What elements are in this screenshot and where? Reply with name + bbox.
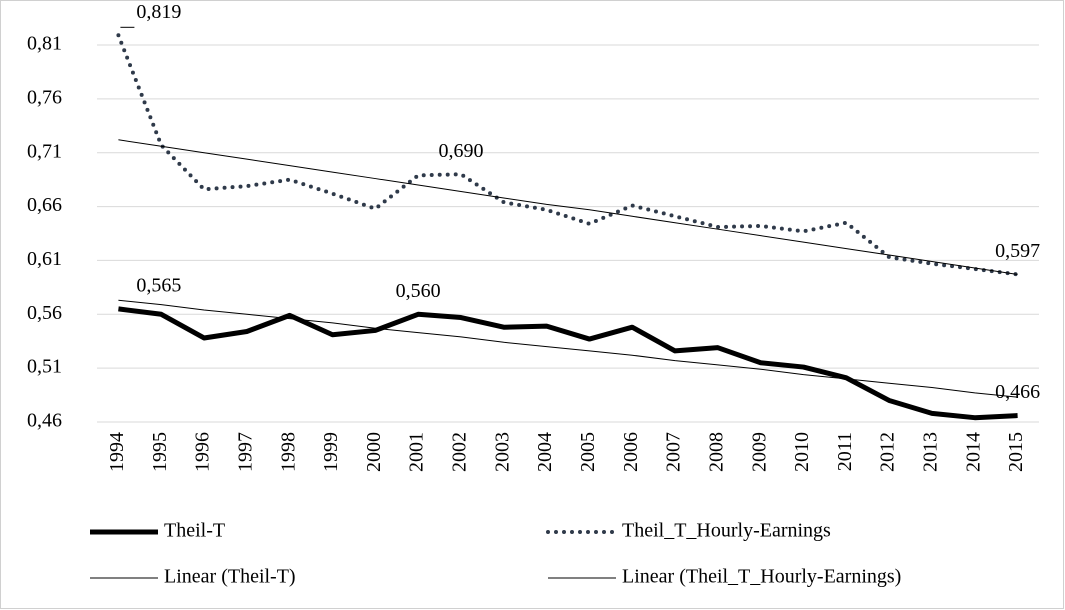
series-line [118,299,1018,398]
x-tick-label: 2014 [962,432,984,472]
legend-label: Linear (Theil-T) [164,566,296,588]
x-tick-label: 2007 [663,432,685,472]
x-tick-label: 2013 [920,432,942,472]
x-tick-label: 1995 [149,432,171,472]
x-tick-label: 2010 [791,432,813,472]
x-tick-label: 2015 [1005,432,1027,472]
x-tick-label: 2011 [834,432,856,471]
y-tick-label: 0,61 [27,248,62,270]
data-label: 0,565 [136,274,181,296]
y-tick-label: 0,81 [27,33,62,55]
x-tick-label: 2000 [363,432,385,472]
series-line [118,139,1018,275]
legend-label: Theil-T [164,520,225,542]
y-tick-label: 0,56 [27,302,62,324]
data-label: 0,560 [396,280,441,302]
y-tick-label: 0,51 [27,356,62,378]
x-tick-label: 1998 [277,432,299,472]
y-tick-label: 0,46 [27,410,62,432]
x-tick-label: 2009 [748,432,770,472]
y-tick-label: 0,66 [27,194,62,216]
y-tick-label: 0,76 [27,86,62,108]
data-label: 0,690 [438,140,483,162]
x-tick-label: 2006 [620,432,642,472]
x-tick-label: 2001 [406,432,428,472]
data-label: 0,597 [995,240,1040,262]
data-label: 0,466 [995,381,1040,403]
series-line [118,306,1018,421]
x-tick-label: 1996 [192,432,214,472]
x-tick-label: 1994 [106,432,128,472]
legend-label: Linear (Theil_T_Hourly-Earnings) [622,566,901,588]
x-tick-label: 2012 [877,432,899,472]
x-tick-label: 1997 [234,432,256,472]
x-tick-label: 2003 [491,432,513,472]
legend-label: Theil_T_Hourly-Earnings [622,520,831,542]
data-label: 0,819 [136,1,181,23]
x-tick-label: 1999 [320,432,342,472]
y-tick-label: 0,71 [27,140,62,162]
x-tick-label: 2005 [577,432,599,472]
x-tick-label: 2004 [534,432,556,472]
x-tick-label: 2002 [449,432,471,472]
x-tick-label: 2008 [705,432,727,472]
